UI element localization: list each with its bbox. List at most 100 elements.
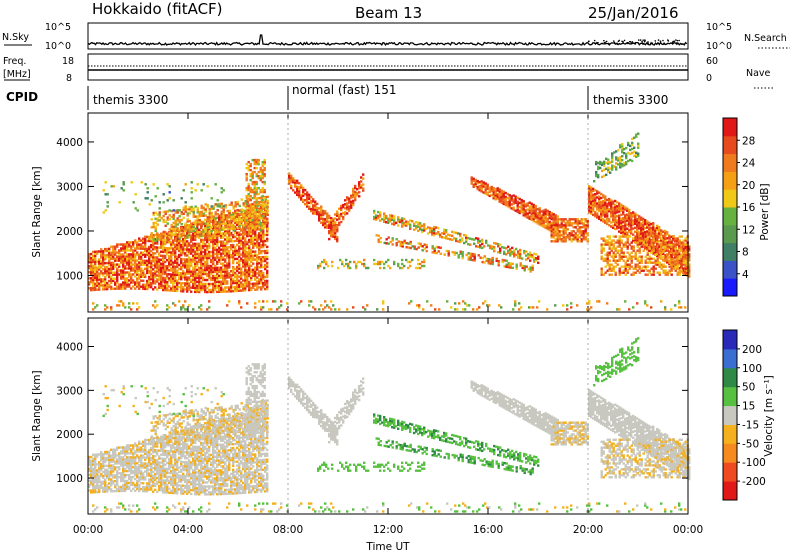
power-cell bbox=[498, 194, 501, 197]
power-cell bbox=[558, 236, 561, 239]
power-cell bbox=[146, 269, 149, 273]
power-cell bbox=[582, 222, 585, 225]
power-cell bbox=[104, 276, 107, 279]
power-cell bbox=[216, 205, 219, 208]
power-cell bbox=[180, 290, 183, 293]
power-cell bbox=[479, 244, 482, 247]
power-cell bbox=[112, 273, 115, 276]
power-cell bbox=[377, 216, 380, 220]
power-cell bbox=[393, 262, 396, 266]
power-cell bbox=[250, 207, 253, 210]
power-cell bbox=[331, 260, 334, 264]
power-cell bbox=[156, 246, 159, 249]
power-cell bbox=[188, 244, 191, 247]
power-cell bbox=[652, 267, 655, 270]
power-cell bbox=[550, 234, 553, 237]
power-cell bbox=[120, 243, 123, 246]
power-cell bbox=[216, 222, 219, 225]
power-cell bbox=[194, 246, 197, 249]
power-cell bbox=[198, 256, 201, 260]
power-cell bbox=[220, 258, 223, 261]
power-cell bbox=[626, 209, 629, 212]
power-cell bbox=[540, 214, 543, 217]
power-cell bbox=[566, 224, 569, 227]
power-cell bbox=[224, 286, 227, 289]
power-cell bbox=[210, 240, 213, 244]
power-cell bbox=[260, 280, 263, 283]
power-cell bbox=[660, 255, 663, 258]
power-cell bbox=[164, 270, 167, 274]
power-cell bbox=[519, 262, 522, 265]
power-cell bbox=[266, 237, 269, 241]
power-cell bbox=[88, 255, 91, 258]
power-cell bbox=[190, 246, 193, 249]
power-cell bbox=[258, 258, 261, 261]
power-cell bbox=[250, 216, 253, 219]
power-cell bbox=[437, 250, 440, 253]
power-cell bbox=[421, 230, 424, 234]
power-cell bbox=[478, 185, 481, 188]
power-cell bbox=[682, 253, 685, 256]
power-cell bbox=[479, 246, 482, 249]
power-cell bbox=[332, 227, 335, 230]
power-cell bbox=[350, 206, 353, 209]
power-cell bbox=[162, 234, 165, 238]
power-cell bbox=[658, 240, 661, 243]
power-cell bbox=[132, 253, 135, 256]
power-cell bbox=[238, 224, 241, 228]
power-cell bbox=[672, 237, 675, 240]
power-cell bbox=[172, 273, 175, 276]
power-cell bbox=[178, 281, 181, 285]
power-cell bbox=[244, 271, 247, 274]
power-cell bbox=[640, 230, 643, 233]
power-cell bbox=[503, 265, 506, 268]
freq-unit: [MHz] bbox=[3, 69, 31, 80]
power-cell bbox=[658, 254, 661, 257]
power-cell bbox=[186, 208, 189, 211]
power-cell bbox=[126, 257, 129, 260]
power-cell bbox=[186, 230, 189, 233]
power-cell bbox=[206, 228, 209, 232]
power-cell bbox=[487, 262, 490, 265]
power-cell bbox=[598, 203, 601, 206]
power-cell bbox=[612, 269, 615, 272]
power-cell bbox=[668, 255, 671, 258]
power-cell bbox=[556, 220, 559, 223]
power-cell bbox=[658, 271, 661, 274]
power-cell bbox=[314, 208, 317, 211]
power-cell bbox=[467, 258, 470, 261]
power-cell bbox=[192, 280, 195, 283]
power-cell bbox=[576, 218, 579, 221]
power-cell bbox=[130, 263, 133, 266]
power-cell bbox=[650, 230, 653, 234]
power-cell bbox=[244, 251, 247, 254]
power-cell bbox=[218, 276, 221, 279]
power-cell bbox=[664, 269, 667, 272]
power-cell bbox=[362, 173, 365, 176]
power-cell bbox=[668, 237, 671, 240]
power-cell bbox=[266, 205, 269, 209]
power-cell bbox=[238, 222, 241, 226]
power-cell bbox=[672, 235, 675, 238]
power-cell bbox=[471, 254, 474, 258]
power-cell bbox=[338, 223, 341, 226]
power-cell bbox=[544, 212, 547, 215]
power-cell bbox=[226, 268, 229, 271]
power-cell bbox=[156, 250, 159, 253]
power-cell bbox=[266, 207, 269, 210]
power-cell bbox=[244, 257, 247, 260]
power-cell bbox=[198, 254, 201, 258]
power-cell bbox=[152, 221, 155, 225]
power-cell bbox=[594, 189, 597, 192]
power-cell bbox=[156, 223, 159, 226]
power-cell bbox=[138, 275, 141, 278]
power-cell bbox=[628, 218, 631, 222]
power-cell bbox=[128, 243, 131, 246]
power-cell bbox=[544, 226, 547, 229]
power-cell bbox=[216, 248, 219, 251]
power-cell bbox=[208, 229, 211, 233]
power-cell bbox=[660, 245, 663, 248]
power-cell bbox=[136, 263, 139, 266]
power-cell bbox=[150, 261, 153, 265]
